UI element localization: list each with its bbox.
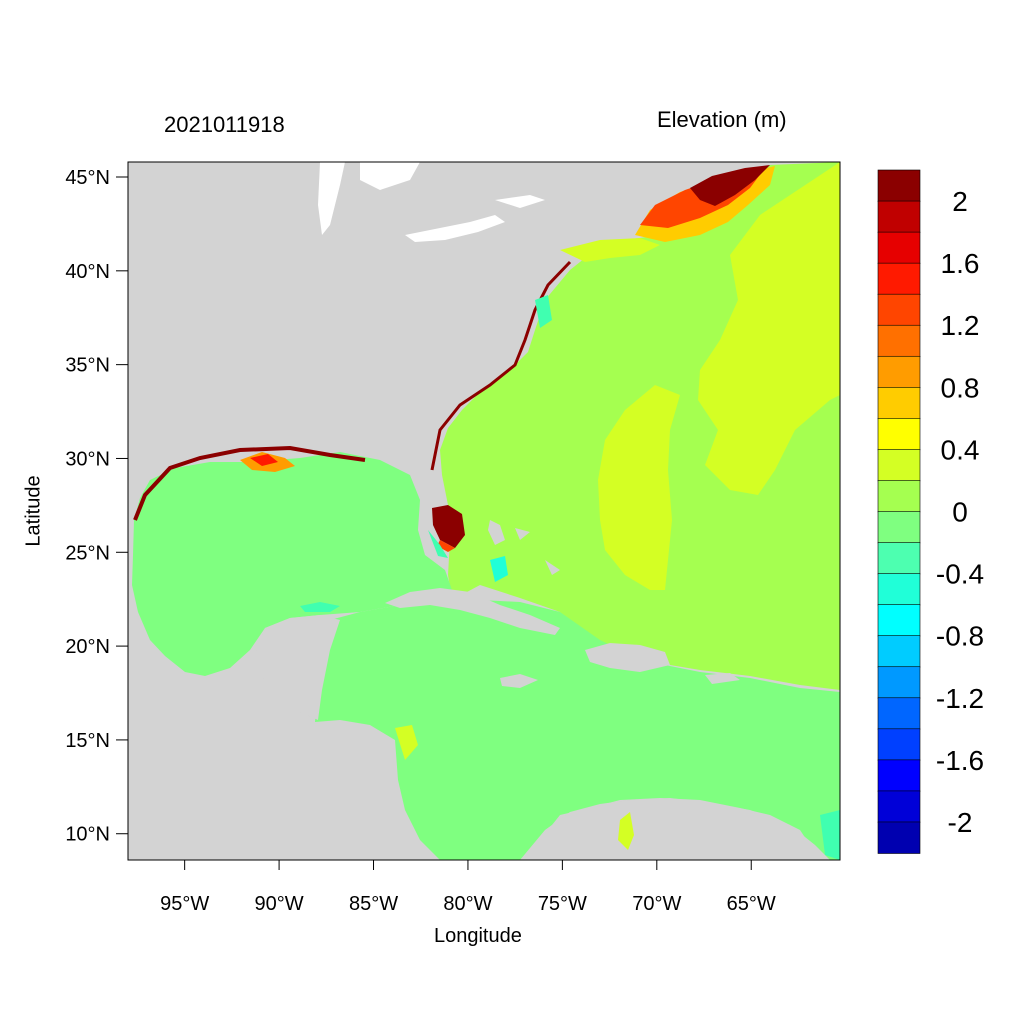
plot-frame: [127, 161, 841, 861]
lat-tick-label: 35°N: [65, 355, 110, 377]
negative-patch-chesapeake: [535, 295, 552, 328]
lat-tick-label: 30°N: [65, 448, 110, 470]
negative-patch-bahamas: [490, 556, 508, 582]
colorbar-swatch: [877, 511, 921, 544]
colorbar-swatch: [877, 449, 921, 482]
lon-tick-label: 80°W: [443, 893, 492, 915]
colorbar-swatch: [877, 262, 921, 295]
y-axis-label: Latitude: [22, 475, 45, 547]
gulf-of-mexico: [132, 452, 452, 676]
colorbar-swatch: [877, 355, 921, 389]
atlantic-central-band: [598, 385, 680, 590]
colorbar-label: -1.2: [936, 683, 984, 714]
colorbar-swatch: [877, 821, 921, 854]
south-america-coast: [520, 798, 830, 860]
colorbar-swatch: [877, 728, 921, 761]
lake-maracaibo: [618, 812, 634, 850]
colorbar-swatch: [877, 666, 921, 699]
colorbar-swatch: [877, 169, 921, 202]
lon-tick-label: 75°W: [538, 893, 587, 915]
colorbar-label: 0.4: [941, 434, 980, 465]
lat-tick-label: 40°N: [65, 261, 110, 283]
gulf-of-honduras: [395, 725, 418, 760]
colorbar-swatch: [877, 573, 921, 606]
colorbar-label: 1.2: [941, 310, 980, 341]
colorbar-swatch: [877, 697, 921, 730]
east-coast-surge-line: [430, 260, 572, 471]
louisiana-surge-core: [250, 454, 278, 466]
atlantic-shelf-band: [560, 238, 660, 262]
lon-tick-label: 70°W: [632, 893, 681, 915]
yucatan: [250, 615, 340, 720]
negative-patch-se: [820, 810, 840, 860]
lon-tick-label: 95°W: [160, 893, 209, 915]
colorbar-swatch: [877, 200, 921, 233]
colorbar: 2 1.6 1.2 0.8 0.4 0 -0.4 -0.8 -1.2 -1.6 -2: [877, 169, 984, 854]
lon-tick-label: 65°W: [727, 893, 776, 915]
gulf-coast-surge-line: [133, 445, 366, 521]
negative-patch-cuba: [300, 602, 340, 612]
colorbar-swatch: [877, 635, 921, 668]
colorbar-swatch: [877, 324, 921, 358]
colorbar-swatch: [877, 759, 921, 792]
colorbar-swatch: [877, 418, 921, 451]
colorbar-label: -0.4: [936, 559, 984, 590]
colorbar-swatch: [877, 542, 921, 575]
atlantic-high-band: [698, 162, 840, 495]
colorbar-label: -1.6: [936, 745, 984, 776]
colorbar-swatch: [877, 480, 921, 513]
florida-surge-edge: [437, 540, 455, 552]
puerto-rico: [705, 673, 740, 684]
negative-patch-florida: [428, 530, 448, 558]
colorbar-label: 0: [952, 497, 968, 528]
lon-tick-label: 90°W: [255, 893, 304, 915]
map-plot-area: [128, 162, 840, 860]
colorbar-swatch: [877, 604, 921, 637]
jamaica: [500, 674, 538, 688]
cuba: [385, 588, 560, 635]
florida-surge: [432, 505, 465, 548]
colorbar-label: 2: [952, 186, 968, 217]
latitude-axis: 10°N 15°N 20°N 25°N 30°N 35°N 40°N 45°N: [65, 167, 128, 846]
lat-tick-label: 15°N: [65, 730, 110, 752]
x-axis-label: Longitude: [434, 925, 522, 947]
lat-tick-label: 20°N: [65, 636, 110, 658]
great-lakes: [318, 162, 545, 242]
colorbar-label: -0.8: [936, 621, 984, 652]
colorbar-swatch: [877, 231, 921, 264]
colorbar-swatch: [877, 387, 921, 420]
lat-tick-label: 45°N: [65, 167, 110, 189]
colorbar-label: -2: [948, 807, 973, 838]
lon-tick-label: 85°W: [349, 893, 398, 915]
lat-tick-label: 10°N: [65, 824, 110, 846]
hispaniola: [585, 643, 670, 672]
colorbar-label: 0.8: [941, 372, 980, 403]
longitude-axis: 95°W 90°W 85°W 80°W 75°W 70°W 65°W: [160, 860, 776, 915]
bahamas: [488, 520, 560, 575]
units-title: Elevation (m): [657, 107, 787, 132]
caribbean-sea: [315, 600, 840, 860]
lat-tick-label: 25°N: [65, 542, 110, 564]
colorbar-swatch: [877, 293, 921, 327]
colorbar-label: 1.6: [941, 248, 980, 279]
colorbar-swatch: [877, 790, 921, 823]
timestamp-title: 2021011918: [164, 112, 285, 137]
gulf-of-maine-surge-high: [690, 165, 770, 206]
